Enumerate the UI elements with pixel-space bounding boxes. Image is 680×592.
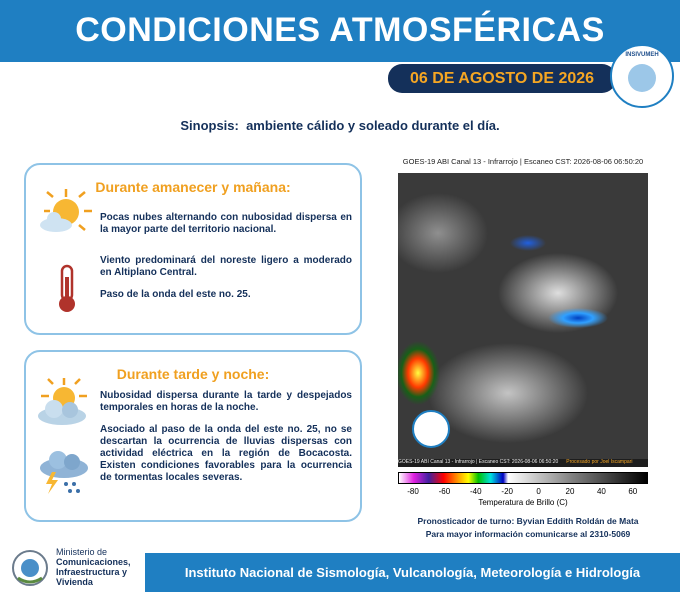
forecaster: Pronosticador de turno: Byvian Eddith Ro… bbox=[417, 516, 639, 526]
paragraph: Paso de la onda del este no. 25. bbox=[100, 289, 251, 300]
satellite-credit: Procesado por Joel Iscampari bbox=[566, 459, 633, 465]
satellite-logo bbox=[412, 410, 450, 448]
sun-icon bbox=[40, 189, 92, 232]
colorbar-tick-label: 0 bbox=[536, 487, 541, 496]
colorbar-tick-label: -60 bbox=[438, 487, 451, 496]
ministry-line: Ministerio de bbox=[56, 547, 108, 557]
synopsis: Sinopsis: ambiente cálido y soleado dura… bbox=[180, 118, 500, 133]
logo: INSIVUMEH bbox=[610, 44, 674, 108]
sun-clouds-icon bbox=[38, 378, 87, 425]
section-heading: Durante tarde y noche: bbox=[116, 366, 270, 382]
morning-box: Durante amanecer y mañana: Pocas nubes a… bbox=[24, 163, 362, 335]
footer-band: Instituto Nacional de Sismología, Vulcan… bbox=[145, 553, 680, 592]
logo-text: INSIVUMEH bbox=[625, 52, 659, 58]
paragraph: Pocas nubes alternando con nubosidad dis… bbox=[100, 212, 352, 235]
storm-icon bbox=[40, 451, 88, 494]
ministry-emblem bbox=[12, 550, 48, 586]
paragraph: Asociado al paso de la onda del este no.… bbox=[100, 424, 352, 483]
colorbar bbox=[398, 472, 648, 484]
colorbar-tick-label: -80 bbox=[407, 487, 419, 496]
section-heading: Durante amanecer y mañana: bbox=[95, 179, 291, 195]
ministry-line: Infraestructura y bbox=[56, 567, 128, 577]
ministry-name: Ministerio de Comunicaciones, Infraestruct… bbox=[56, 547, 131, 587]
colorbar-tick-label: 60 bbox=[628, 487, 638, 496]
colorbar-tick-label: -20 bbox=[501, 487, 513, 496]
evening-box: Durante tarde y noche: Nubosidad dispers… bbox=[24, 350, 362, 522]
paragraph: Nubosidad dispersa durante la tarde y de… bbox=[100, 390, 352, 413]
colorbar-label: Temperatura de Brillo (C) bbox=[478, 498, 568, 507]
paragraph: Viento predominará del noreste ligero a … bbox=[100, 255, 352, 278]
colorbar-tick-label: -40 bbox=[470, 487, 482, 496]
satellite-title: GOES-19 ABI Canal 13 - Infrarrojo | Esca… bbox=[402, 157, 644, 166]
contact-info: Para mayor información comunicarse al 23… bbox=[425, 529, 631, 539]
satellite-caption: GOES-19 ABI Canal 13 - Infrarrojo | Esca… bbox=[398, 459, 559, 465]
colorbar-tick-label: 40 bbox=[596, 487, 606, 496]
title: CONDICIONES ATMOSFÉRICAS bbox=[75, 11, 605, 49]
ministry-line: Vivienda bbox=[56, 577, 93, 587]
ministry-line: Comunicaciones, bbox=[56, 557, 131, 567]
date-pill: 06 DE AGOSTO DE 2026 bbox=[388, 64, 616, 93]
header-band bbox=[0, 0, 680, 62]
colorbar-tick-label: 20 bbox=[565, 487, 575, 496]
satellite-caption-bar: GOES-19 ABI Canal 13 - Infrarrojo | Esca… bbox=[398, 459, 648, 467]
thermometer-icon bbox=[59, 264, 75, 312]
